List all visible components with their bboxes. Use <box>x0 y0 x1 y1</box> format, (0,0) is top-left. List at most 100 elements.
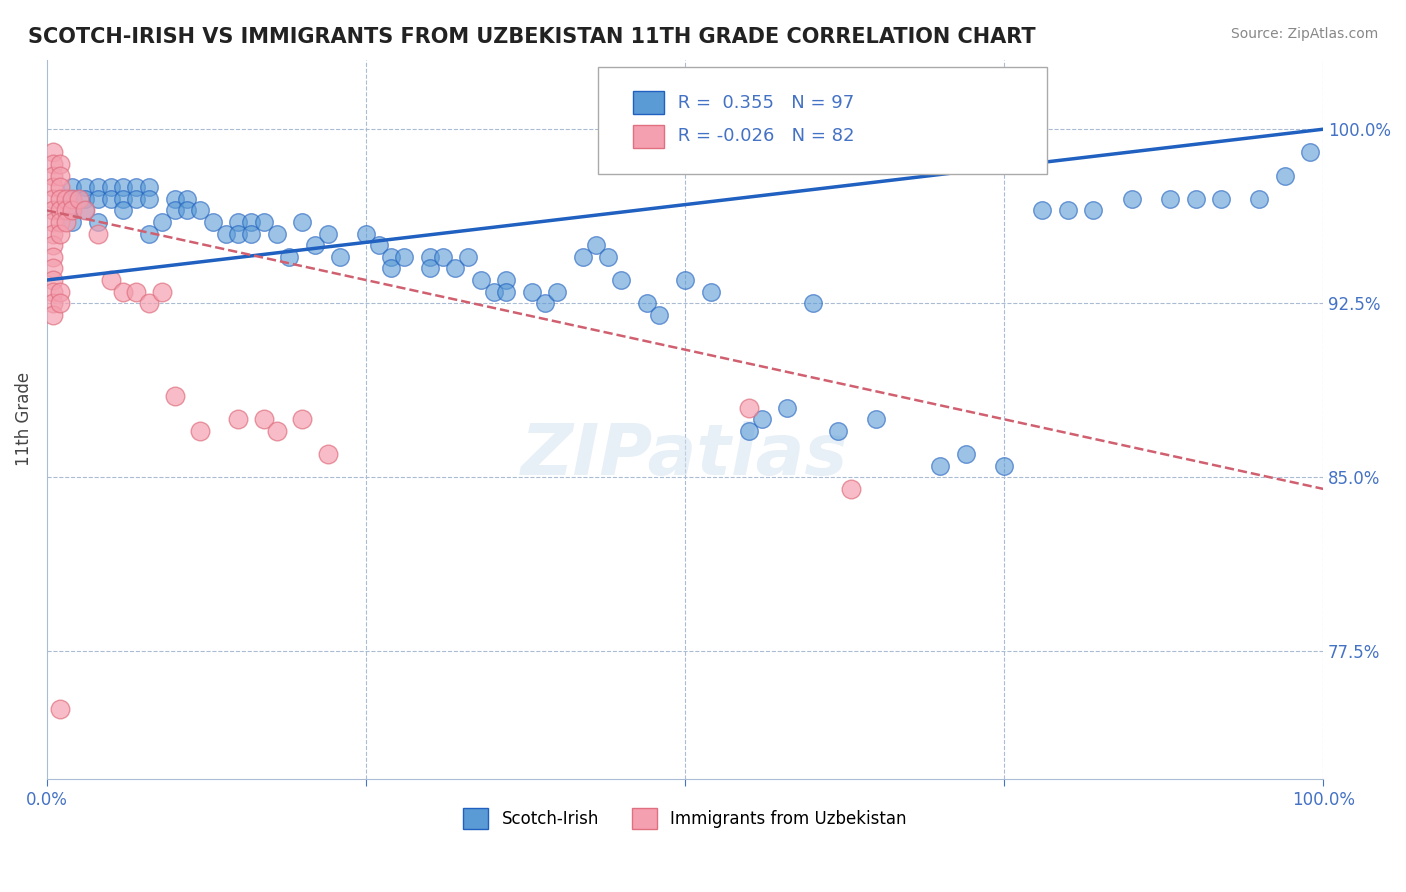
Point <box>801 296 824 310</box>
Point <box>42 296 65 310</box>
Text: R = -0.026   N = 82: R = -0.026 N = 82 <box>672 128 855 145</box>
Point <box>839 482 862 496</box>
Point <box>163 192 186 206</box>
Point <box>367 238 389 252</box>
Point <box>48 169 70 183</box>
Point <box>112 180 135 194</box>
Point <box>62 203 84 218</box>
Point <box>993 458 1015 473</box>
Point <box>495 273 517 287</box>
Point <box>125 285 148 299</box>
Point <box>48 180 70 194</box>
Point <box>316 227 339 241</box>
Point <box>419 250 441 264</box>
Point <box>738 424 761 438</box>
Point <box>42 192 65 206</box>
Point <box>240 215 263 229</box>
Point <box>75 192 97 206</box>
Point <box>673 273 696 287</box>
Point <box>176 192 198 206</box>
Point <box>955 447 977 461</box>
Point <box>42 308 65 322</box>
Point <box>42 145 65 160</box>
Point <box>520 285 543 299</box>
Point <box>380 250 402 264</box>
Point <box>75 203 97 218</box>
Point <box>62 215 84 229</box>
Point <box>42 238 65 252</box>
Point <box>1083 203 1105 218</box>
Point <box>432 250 454 264</box>
Point <box>62 180 84 194</box>
Point <box>482 285 505 299</box>
Point <box>546 285 568 299</box>
Point <box>827 424 849 438</box>
Point <box>62 203 84 218</box>
Point <box>48 192 70 206</box>
Point <box>100 180 122 194</box>
Text: SCOTCH-IRISH VS IMMIGRANTS FROM UZBEKISTAN 11TH GRADE CORRELATION CHART: SCOTCH-IRISH VS IMMIGRANTS FROM UZBEKIST… <box>28 27 1036 46</box>
Point <box>138 227 160 241</box>
Point <box>150 215 173 229</box>
Point <box>533 296 555 310</box>
Point <box>67 192 90 206</box>
Point <box>1184 192 1206 206</box>
Point <box>304 238 326 252</box>
Point <box>87 192 110 206</box>
Point <box>55 215 77 229</box>
Text: Source: ZipAtlas.com: Source: ZipAtlas.com <box>1230 27 1378 41</box>
Point <box>42 273 65 287</box>
Point <box>48 285 70 299</box>
Point <box>776 401 799 415</box>
Point <box>48 157 70 171</box>
Point <box>55 203 77 218</box>
Point <box>138 180 160 194</box>
Point <box>228 227 250 241</box>
Point <box>48 702 70 716</box>
Point <box>228 412 250 426</box>
Text: R =  0.355   N = 97: R = 0.355 N = 97 <box>672 94 855 112</box>
Point <box>125 192 148 206</box>
Point <box>865 412 887 426</box>
Point <box>42 157 65 171</box>
Point <box>1299 145 1322 160</box>
Point <box>636 296 658 310</box>
Point <box>42 261 65 276</box>
Point <box>470 273 492 287</box>
Point <box>598 250 620 264</box>
Point <box>188 203 211 218</box>
Point <box>48 203 70 218</box>
Point <box>228 215 250 229</box>
Point <box>610 273 633 287</box>
Point <box>150 285 173 299</box>
Point <box>240 227 263 241</box>
Point <box>87 215 110 229</box>
Point <box>87 227 110 241</box>
Point <box>253 412 276 426</box>
Point <box>48 215 70 229</box>
Point <box>100 273 122 287</box>
Point <box>112 285 135 299</box>
Point <box>495 285 517 299</box>
Point <box>125 180 148 194</box>
Point <box>572 250 595 264</box>
Point <box>214 227 236 241</box>
Point <box>419 261 441 276</box>
Point <box>444 261 467 276</box>
Point <box>1159 192 1181 206</box>
Point <box>42 169 65 183</box>
Point <box>266 227 288 241</box>
Point <box>75 203 97 218</box>
Point <box>1274 169 1296 183</box>
Point <box>291 412 314 426</box>
Point <box>62 192 84 206</box>
Point <box>55 192 77 206</box>
Point <box>163 203 186 218</box>
Point <box>138 192 160 206</box>
Point <box>699 285 721 299</box>
Point <box>42 180 65 194</box>
Point <box>1209 192 1232 206</box>
Point <box>48 296 70 310</box>
Point <box>329 250 352 264</box>
Text: ZIPatlas: ZIPatlas <box>522 421 849 490</box>
